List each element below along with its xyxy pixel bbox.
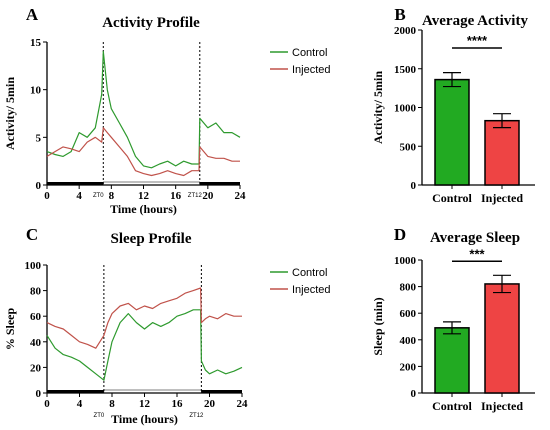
y-tick-label: 400 xyxy=(400,335,417,347)
x-tick-label: 4 xyxy=(76,190,82,202)
chart-title: Sleep Profile xyxy=(111,231,192,247)
category-label: Control xyxy=(432,399,472,413)
y-tick-label: 600 xyxy=(400,308,417,320)
y-axis-label: Activity/ 5min xyxy=(371,71,385,144)
x-tick-label: 16 xyxy=(170,190,182,202)
dark-phase-bar xyxy=(47,390,104,393)
y-tick-label: 15 xyxy=(30,37,42,49)
panel-letter-C: C xyxy=(26,225,38,244)
y-tick-label: 80 xyxy=(30,286,42,298)
zt-marker-label: ZT0 xyxy=(94,413,105,419)
legend-label: Injected xyxy=(292,64,331,76)
x-tick-label: 4 xyxy=(77,398,83,410)
legend-label: Control xyxy=(292,47,327,59)
category-label: Injected xyxy=(481,399,523,413)
dark-phase-bar xyxy=(199,182,240,185)
chart-title: Average Sleep xyxy=(430,230,520,246)
y-tick-label: 0 xyxy=(411,180,417,192)
bar-control xyxy=(434,327,470,394)
x-tick-label: 24 xyxy=(237,398,249,410)
y-tick-label: 500 xyxy=(400,141,417,153)
y-tick-label: 2000 xyxy=(394,25,417,37)
series-line-control xyxy=(46,50,241,169)
series-line-injected xyxy=(46,287,242,349)
x-tick-label: 20 xyxy=(204,398,216,410)
bar-injected xyxy=(484,283,520,394)
y-tick-label: 40 xyxy=(30,337,42,349)
x-tick-label: 20 xyxy=(202,190,214,202)
dark-phase-bar xyxy=(47,182,104,185)
panel-B: B Average Activity 0 500 1000 1500 2000 Activit… xyxy=(371,5,535,205)
category-label: Control xyxy=(432,191,472,205)
y-tick-label: 100 xyxy=(25,260,42,272)
panel-letter-D: D xyxy=(394,225,406,244)
x-tick-label: 8 xyxy=(109,190,115,202)
chart-title: Average Activity xyxy=(422,13,528,29)
y-axis-label: % Sleep xyxy=(3,308,17,351)
y-tick-label: 200 xyxy=(400,361,417,373)
x-tick-label: 8 xyxy=(109,398,115,410)
panel-letter-A: A xyxy=(26,5,39,24)
y-tick-label: 1000 xyxy=(394,103,417,115)
zt-marker-label: ZT12 xyxy=(189,413,204,419)
panel-A: A Activity Profile 0 5 10 15 Activity/ 5min 0 4 8… xyxy=(3,5,331,216)
x-tick-label: 24 xyxy=(235,190,247,202)
x-tick-label: 12 xyxy=(139,398,151,410)
panel-D: D Average Sleep 0 200 400 600 800 1000 Sleep (mi… xyxy=(371,225,535,413)
y-tick-label: 5 xyxy=(36,132,42,144)
zt-marker-label: ZT0 xyxy=(93,193,104,199)
significance-label: **** xyxy=(467,33,488,48)
x-tick-label: 12 xyxy=(138,190,150,202)
y-axis-label: Activity/ 5min xyxy=(3,77,17,150)
zt-marker-label: ZT12 xyxy=(188,193,203,199)
category-label: Injected xyxy=(481,191,523,205)
y-tick-label: 0 xyxy=(36,388,42,400)
x-axis-label: Time (hours) xyxy=(111,412,178,426)
y-tick-label: 1000 xyxy=(394,255,417,267)
series-line-injected xyxy=(46,127,240,177)
significance-label: *** xyxy=(469,246,485,261)
y-tick-label: 0 xyxy=(411,388,417,400)
panel-C: C Sleep Profile 0 20 40 60 80 100 % Sleep 0 4 8 12 16… xyxy=(3,225,331,426)
x-tick-label: 0 xyxy=(44,190,50,202)
x-tick-label: 0 xyxy=(44,398,50,410)
y-tick-label: 20 xyxy=(30,362,42,374)
panel-letter-B: B xyxy=(394,5,405,24)
y-axis-label: Sleep (min) xyxy=(371,297,385,355)
y-tick-label: 1500 xyxy=(394,64,417,76)
dark-phase-bar xyxy=(201,390,242,393)
legend-label: Control xyxy=(292,267,327,279)
bar-injected xyxy=(484,119,520,186)
y-tick-label: 10 xyxy=(30,85,42,97)
x-tick-label: 16 xyxy=(172,398,184,410)
y-tick-label: 60 xyxy=(30,311,42,323)
y-tick-label: 0 xyxy=(36,180,42,192)
chart-title: Activity Profile xyxy=(102,15,200,31)
y-tick-label: 800 xyxy=(400,282,417,294)
series-line-control xyxy=(46,309,243,381)
bar-control xyxy=(434,78,470,186)
legend-label: Injected xyxy=(292,284,331,296)
x-axis-label: Time (hours) xyxy=(110,202,177,216)
